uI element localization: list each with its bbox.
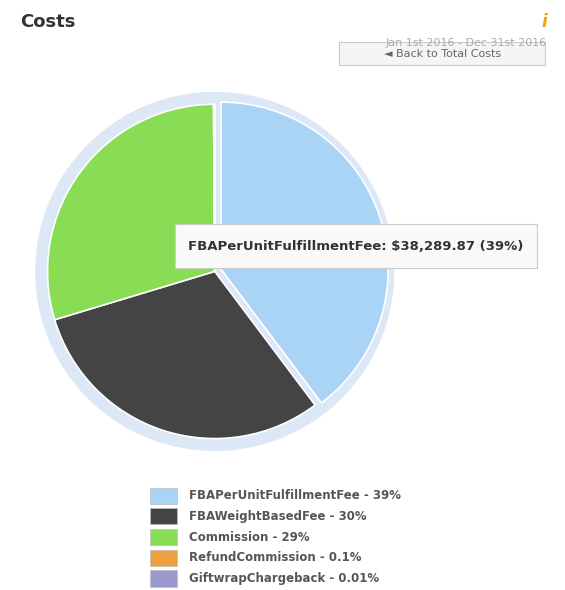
Wedge shape	[47, 104, 215, 320]
Text: ◄ Back to Total Costs: ◄ Back to Total Costs	[384, 49, 501, 58]
Text: FBAPerUnitFulfillmentFee - 39%: FBAPerUnitFulfillmentFee - 39%	[189, 489, 401, 502]
Circle shape	[36, 93, 394, 450]
Text: FBAPerUnitFulfillmentFee: $38,289.87 (39%): FBAPerUnitFulfillmentFee: $38,289.87 (39…	[188, 240, 524, 253]
Text: Costs: Costs	[20, 13, 75, 31]
FancyBboxPatch shape	[150, 487, 177, 504]
FancyBboxPatch shape	[150, 529, 177, 545]
Text: Jan 1st 2016 - Dec 31st 2016: Jan 1st 2016 - Dec 31st 2016	[386, 38, 547, 48]
Wedge shape	[221, 102, 388, 403]
Wedge shape	[214, 104, 215, 271]
Text: RefundCommission - 0.1%: RefundCommission - 0.1%	[189, 551, 362, 564]
Text: GiftwrapChargeback - 0.01%: GiftwrapChargeback - 0.01%	[189, 572, 380, 585]
Wedge shape	[55, 271, 315, 438]
Text: Commission - 29%: Commission - 29%	[189, 530, 310, 543]
Text: FBAWeightBasedFee - 30%: FBAWeightBasedFee - 30%	[189, 510, 367, 523]
FancyBboxPatch shape	[150, 509, 177, 525]
FancyBboxPatch shape	[150, 550, 177, 566]
Text: i: i	[541, 13, 547, 31]
FancyBboxPatch shape	[150, 571, 177, 586]
